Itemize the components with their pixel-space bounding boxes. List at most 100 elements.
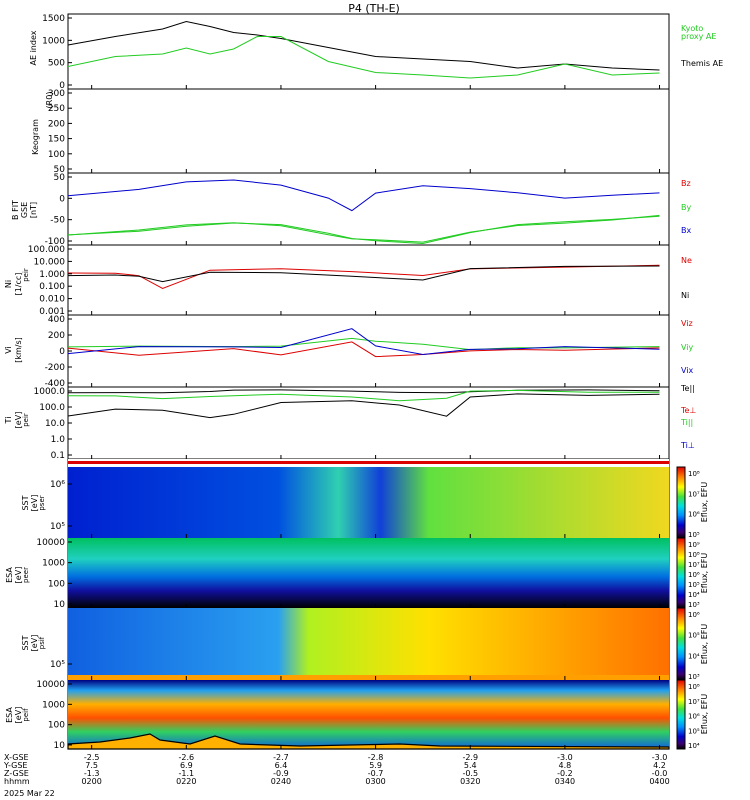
keogram-ytick-label: 100	[48, 150, 65, 160]
orbit-hhmm-value: 0320	[460, 777, 480, 786]
orbit-hhmm-value: 0240	[271, 777, 291, 786]
orbit-y-gse-value: 6.4	[275, 761, 288, 770]
velocity-legend-2: Vix	[681, 366, 694, 375]
velocity-legend-1: Viy	[681, 343, 694, 352]
colorbar-tick-3: 10⁸	[688, 683, 700, 691]
velocity-ytick-label: -200	[45, 363, 66, 373]
esa-electron-spectrogram	[68, 538, 669, 608]
esa-ion-spectrogram	[68, 680, 669, 749]
orbit-x-gse-value: -2.5	[84, 753, 100, 762]
temp-ylabel: Ti	[4, 417, 13, 425]
density-ytick-label: 1.000	[39, 270, 65, 280]
colorbar-tick-2: 10³	[688, 673, 700, 681]
esa-e-ytick-label: 100	[48, 579, 65, 589]
esa-i-ytick-label: 10	[54, 741, 66, 751]
orbit-x-gse-value: -3.0	[652, 753, 668, 762]
temp-ytick-label: 1.0	[51, 435, 66, 445]
density-ytick-label: 0.001	[39, 307, 65, 317]
orbit-z-gse-value: -1.3	[84, 769, 100, 778]
temp-legend-3: Ti⊥	[680, 441, 695, 450]
series-kyoto-proxy-ae	[67, 36, 660, 79]
bfield-ytick-label: -100	[45, 237, 66, 247]
esa-e-qual: peer	[22, 567, 30, 583]
bfield-ylabel: B FIT	[11, 200, 20, 220]
colorbar-tick-0: 10⁷	[688, 490, 700, 498]
sst-e-qual: pser	[38, 495, 46, 510]
orbit-x-gse-value: -2.7	[273, 753, 289, 762]
bfield-coord: GSE	[20, 202, 29, 218]
velocity-legend-0: Viz	[681, 319, 693, 328]
series-vix	[67, 328, 660, 356]
sst-e-ylabel: SST	[21, 495, 30, 510]
colorbar-label-3: Eflux, EFU	[700, 624, 709, 665]
sst-e-unit: [eV]	[30, 495, 39, 512]
temp-legend-2: Ti||	[680, 418, 693, 427]
ae-ytick-label: 1500	[42, 14, 65, 24]
orbit-x-gse-value: -2.9	[462, 753, 478, 762]
esa-i-ytick-label: 100	[48, 721, 65, 731]
orbit-row-label: X-GSE	[4, 753, 29, 762]
colorbar-tick-0: 10⁸	[688, 470, 700, 478]
orbit-y-gse-value: 4.2	[653, 761, 666, 770]
ae-legend-0: Kyoto	[681, 24, 703, 33]
orbit-hhmm-value: 0400	[649, 777, 669, 786]
colorbar-tick-2: 10⁶	[688, 611, 700, 619]
keogram-ylabel: Keogram	[31, 119, 40, 155]
colorbar-tick-3: 10⁶	[688, 713, 700, 721]
keogram-unit: (R0)	[45, 92, 54, 109]
keogram-ytick-label: 300	[48, 89, 65, 99]
esa-e-ytick-label: 10	[54, 600, 66, 610]
orbit-x-gse-value: -3.0	[557, 753, 573, 762]
orbit-z-gse-value: -0.2	[557, 769, 573, 778]
colorbar-tick-0: 10⁵	[688, 531, 700, 539]
orbit-z-gse-value: -0.0	[652, 769, 668, 778]
sst-i-qual: psif	[38, 636, 46, 649]
colorbar-sst-i	[676, 607, 686, 681]
figure-title: P4 (TH-E)	[348, 2, 400, 15]
spectrograms	[67, 459, 670, 750]
temp-ytick-label: 100.0	[39, 403, 65, 413]
esa-i-ytick-label: 10000	[36, 680, 65, 690]
series-ni	[67, 265, 660, 283]
orbit-z-gse-value: -0.9	[273, 769, 289, 778]
colorbar-tick-1: 10⁷	[688, 561, 700, 569]
velocity-ytick-label: 400	[48, 315, 65, 325]
colorbar-esa-e	[676, 537, 686, 609]
sst-ion-bottom-stripe	[68, 675, 669, 680]
esa-i-ylabel: ESA	[5, 707, 14, 723]
colorbar-esa-i	[676, 679, 686, 750]
density-ylabel: Ni	[4, 280, 13, 288]
density-ytick-label: 100.000	[28, 245, 65, 255]
velocity-ytick-label: 200	[48, 331, 65, 341]
ae-ylabel: AE index	[29, 30, 38, 65]
colorbar-tick-3: 10⁵	[688, 727, 700, 735]
sst-i-ytick-label: 10⁵	[50, 660, 65, 670]
x-axis: -2.57.5-1.30200-2.66.9-1.10220-2.76.4-0.…	[3, 85, 670, 786]
series-bx	[67, 214, 660, 243]
temp-legend-0: Te||	[680, 384, 695, 393]
colorbar-tick-1: 10⁶	[688, 571, 700, 579]
velocity-unit: [km/s]	[14, 337, 23, 363]
orbit-y-gse-value: 7.5	[85, 761, 98, 770]
colorbar-tick-3: 10⁷	[688, 698, 700, 706]
colorbar-tick-1: 10⁹	[688, 541, 700, 549]
orbit-z-gse-value: -1.1	[179, 769, 195, 778]
density-qual: peir	[22, 268, 30, 282]
orbit-y-gse-value: 4.8	[559, 761, 572, 770]
esa-i-ytick-label: 1000	[42, 700, 65, 710]
sst-electron-spectrogram	[68, 467, 669, 538]
y-axes: 15001000500030025020015010050500-50-1001…	[28, 14, 72, 751]
panel-labels: AE index Keogram (R0) B FIT GSE [nT] Ni …	[4, 30, 54, 723]
series-ti--	[67, 389, 660, 402]
colorbar-sst-e	[676, 466, 686, 539]
colorbar-tick-2: 10⁵	[688, 632, 700, 640]
bfield-unit: [nT]	[29, 202, 38, 218]
density-ytick-label: 0.100	[39, 282, 65, 292]
bfield-ytick-label: 0	[59, 194, 65, 204]
date-label: 2025 Mar 22	[4, 789, 55, 798]
colorbars: Eflux, EFU Eflux, EFU Eflux, EFU Eflux, …	[676, 466, 709, 750]
velocity-ytick-label: -400	[45, 379, 66, 389]
esa-e-ytick-label: 10000	[36, 538, 65, 548]
orbit-x-gse-value: -2.8	[368, 753, 384, 762]
